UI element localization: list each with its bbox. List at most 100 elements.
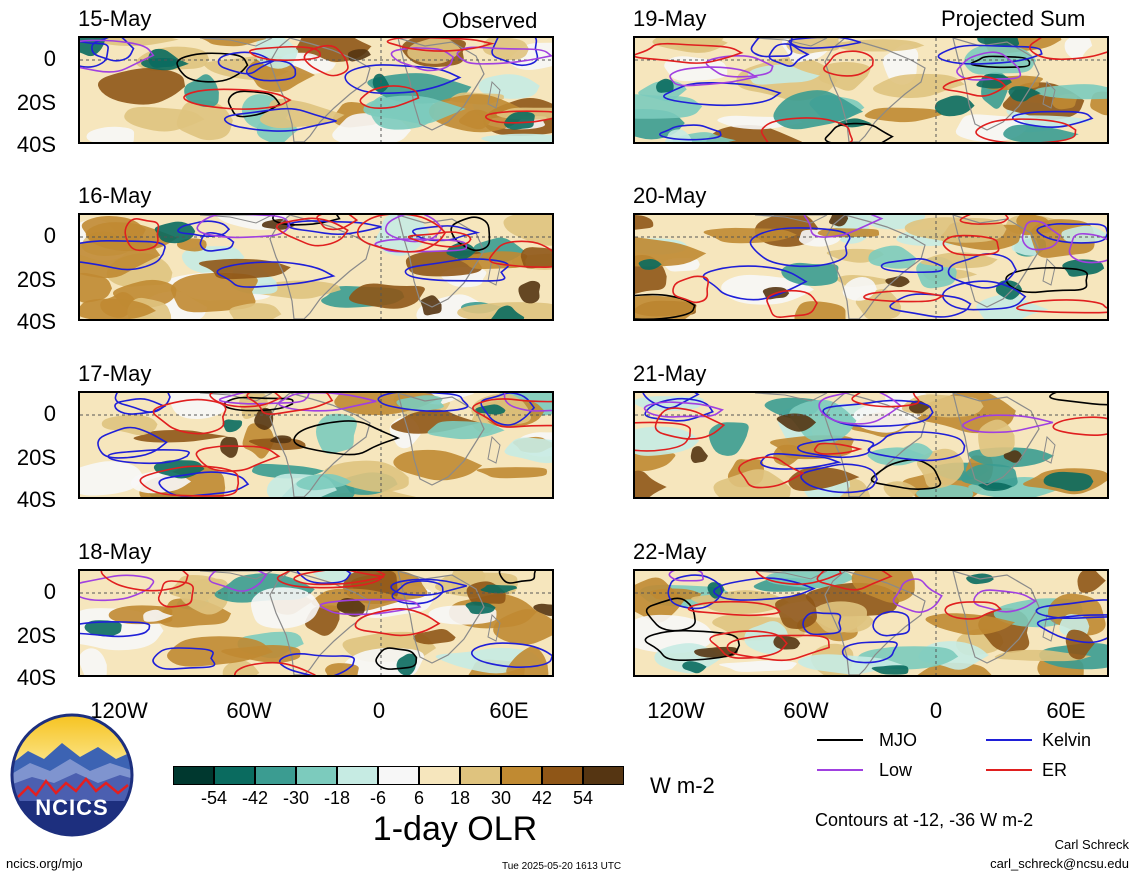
olr-anomaly-blob — [198, 258, 291, 280]
lat-tick-0: 0 — [43, 579, 56, 604]
observed-header: Observed — [442, 8, 538, 33]
contour-low — [1068, 232, 1107, 264]
olr-strong-anomaly — [420, 295, 442, 316]
coastline-south-america — [269, 393, 371, 497]
colorbar-bin-3 — [255, 766, 296, 785]
olr-anomaly-blob — [80, 461, 145, 496]
map-projected-2 — [633, 213, 1109, 321]
coastline-central-america — [199, 38, 273, 47]
coastline-madagascar — [1042, 257, 1056, 286]
olr-strong-anomaly — [222, 419, 243, 433]
panel-date-projected-1: 19-May — [633, 6, 707, 31]
contour-kelvin — [470, 642, 552, 669]
contour-low — [892, 578, 943, 613]
olr-anomaly-blob — [635, 470, 667, 497]
coastline-central-america — [754, 38, 828, 47]
contour-er — [100, 571, 189, 592]
contour-er — [354, 608, 441, 637]
olr-field — [80, 215, 552, 319]
olr-anomaly-blob — [811, 601, 868, 634]
coastline-africa — [952, 38, 1040, 131]
olr-anomaly-blob — [788, 467, 860, 492]
contour-er — [654, 407, 726, 440]
contour-er — [851, 393, 920, 408]
contour-low — [818, 393, 902, 425]
legend-line-mjo — [817, 739, 863, 741]
contour-er — [275, 217, 349, 247]
olr-anomaly-blob — [169, 393, 233, 420]
coastline-africa — [952, 215, 1040, 308]
lat-tick-20s: 20S — [16, 623, 56, 648]
olr-anomaly-blob — [864, 107, 942, 123]
contour-er — [276, 571, 386, 589]
colorbar-tick: 30 — [490, 788, 512, 808]
olr-anomaly-blob — [635, 426, 700, 456]
olr-anomaly-blob — [916, 448, 964, 489]
olr-anomaly-blob — [978, 419, 1015, 457]
olr-strong-anomaly — [656, 78, 674, 93]
contour-kelvin — [797, 438, 875, 459]
site-link[interactable]: ncics.org/mjo — [6, 856, 83, 871]
contour-er — [816, 571, 893, 591]
contour-mjo — [644, 629, 741, 662]
olr-anomaly-blob — [994, 649, 1092, 662]
contour-er — [195, 445, 281, 472]
contour-er — [1016, 299, 1107, 314]
contour-er — [233, 661, 316, 675]
logo-text: NCICS — [35, 795, 109, 820]
coastline-africa — [397, 393, 485, 486]
olr-anomaly-blob — [85, 222, 178, 252]
contour-kelvin — [152, 647, 216, 670]
olr-field — [80, 571, 552, 675]
lat-tick-40s: 40S — [16, 132, 56, 157]
colorbar-bin-6 — [378, 766, 419, 785]
contour-er — [942, 75, 1007, 97]
contour-kelvin — [800, 463, 878, 494]
olr-anomaly-blob — [80, 272, 112, 303]
olr-anomaly-blob — [413, 628, 456, 645]
contour-kelvin — [872, 610, 911, 637]
panel-date-observed-4: 18-May — [78, 539, 152, 564]
contour-er — [755, 571, 842, 585]
olr-anomaly-blob — [167, 636, 273, 667]
contour-mjo — [293, 420, 401, 456]
lon-tick-120w: 120W — [90, 698, 148, 723]
contour-kelvin — [480, 393, 536, 426]
contour-kelvin — [941, 280, 1027, 311]
olr-anomaly-blob — [719, 660, 797, 672]
contour-kelvin — [802, 611, 842, 636]
author-email[interactable]: carl_schreck@ncsu.edu — [990, 856, 1129, 871]
colorbar-bin-1 — [173, 766, 214, 785]
map-projected-3 — [633, 391, 1109, 499]
contour-er — [386, 38, 495, 52]
contour-kelvin — [750, 38, 793, 58]
contour-low — [1021, 220, 1061, 251]
colorbar-bin-10 — [542, 766, 583, 785]
olr-strong-anomaly — [1003, 450, 1023, 463]
coastline-madagascar — [1042, 80, 1056, 109]
contour-er — [1029, 38, 1107, 61]
olr-strong-anomaly — [885, 276, 910, 288]
contour-low — [208, 571, 268, 592]
olr-strong-anomaly — [533, 603, 552, 616]
olr-anomaly-blob — [1003, 124, 1079, 142]
olr-strong-anomaly — [976, 73, 1012, 89]
olr-field — [80, 38, 552, 142]
olr-anomaly-blob — [493, 609, 552, 645]
olr-anomaly-blob — [363, 95, 466, 124]
legend-label-er: ER — [1042, 760, 1068, 780]
lat-tick-40s: 40S — [16, 487, 56, 512]
contour-er — [766, 289, 818, 318]
map-observed-1 — [78, 36, 554, 144]
contour-er — [635, 421, 691, 452]
contour-kelvin — [659, 124, 722, 141]
coastline-south-america — [824, 215, 926, 319]
contour-er — [157, 580, 195, 608]
contour-kelvin — [788, 38, 861, 49]
olr-anomaly-blob — [296, 473, 352, 491]
contour-kelvin — [1035, 599, 1107, 620]
olr-anomaly-blob — [504, 437, 552, 464]
contour-kelvin — [880, 258, 944, 274]
contour-er — [944, 601, 1003, 620]
olr-anomaly-blob — [458, 109, 493, 130]
